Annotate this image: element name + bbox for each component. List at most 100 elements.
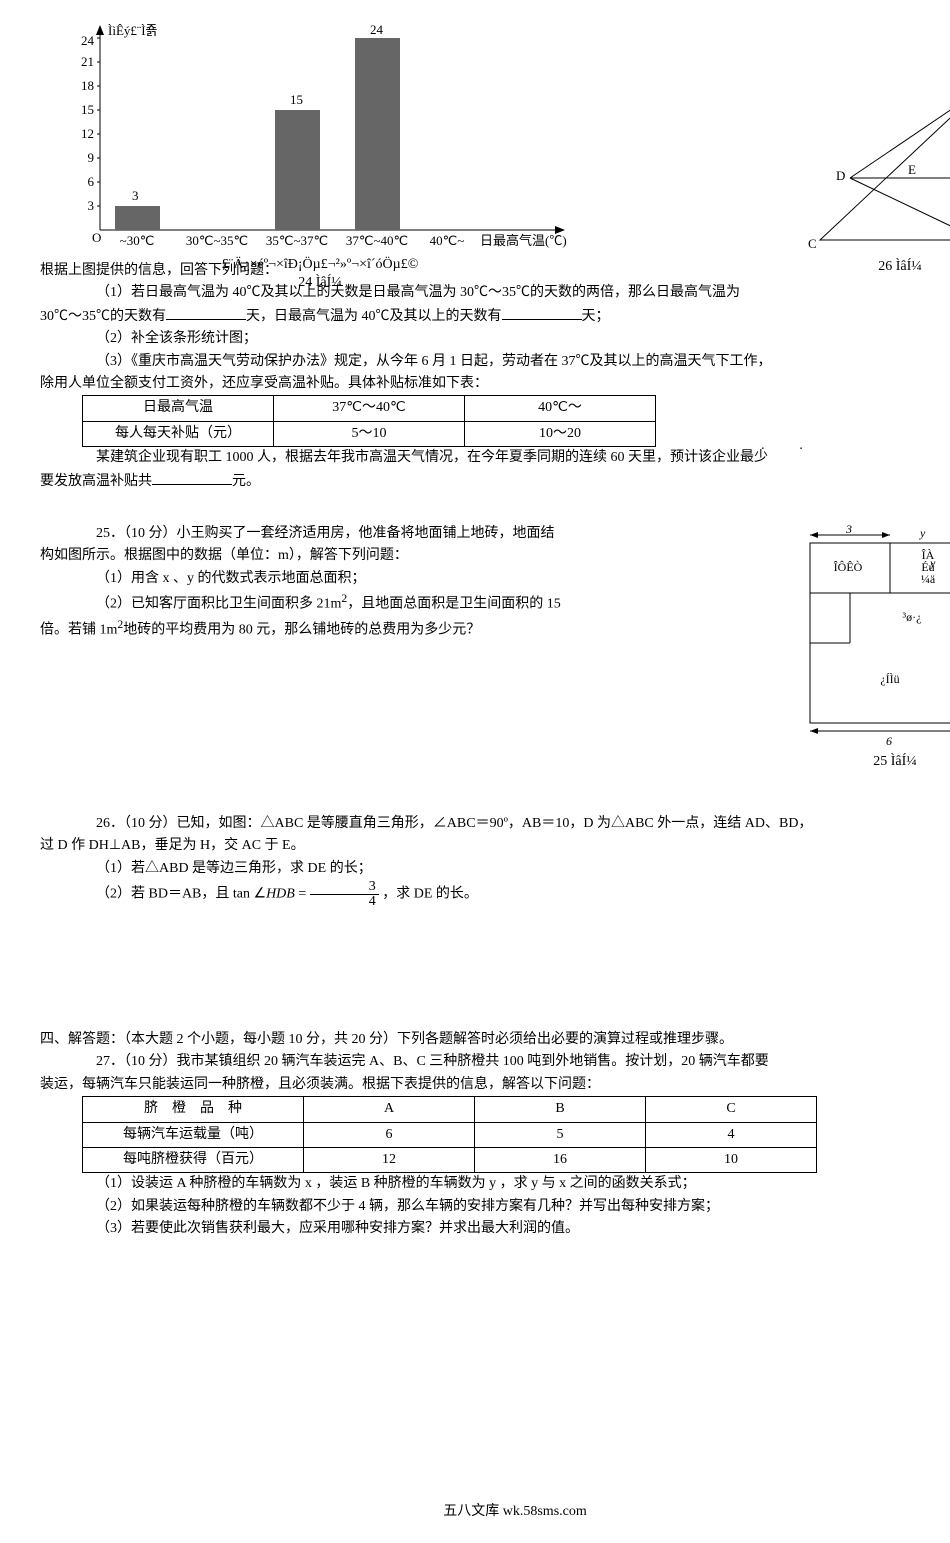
svg-text:12: 12: [81, 126, 94, 141]
svg-text:40℃~: 40℃~: [430, 233, 465, 248]
triangle-diagram-26: A B C D H E 26 ÌâÍ¼: [790, 60, 950, 260]
table-row: 脐 橙 品 种 A B C: [83, 1097, 817, 1122]
or11: 6: [304, 1122, 475, 1147]
svg-text:26 ÌâÍ¼: 26 ÌâÍ¼: [878, 257, 922, 274]
q24-3d-text: 要发放高温补贴共: [40, 474, 152, 489]
q25-q2c: 倍。若铺 1m: [40, 623, 117, 638]
svg-text:30℃~35℃: 30℃~35℃: [186, 233, 248, 248]
q24-2: （2）补全该条形统计图；: [40, 328, 950, 350]
q24-text: 根据上图提供的信息，回答下列问题： （1）若日最高气温为 40℃及其以上的天数是…: [40, 260, 950, 493]
svg-text:15: 15: [81, 102, 94, 117]
q24-1b: 30℃～35℃的天数有: [40, 309, 166, 324]
svg-text:24: 24: [370, 22, 384, 37]
top-figures: O ÌìÊý£¨Ì죩 日最高气温(℃) 3 6 9 12 15 18 21 24…: [40, 20, 950, 260]
svg-text:y: y: [919, 526, 926, 540]
svg-text:D: D: [836, 168, 845, 183]
svg-text:37℃~40℃: 37℃~40℃: [346, 233, 408, 248]
q26-title: 26．（10 分）已知，如图：△ABC 是等腰直角三角形，∠ABC＝90º，AB…: [40, 813, 950, 835]
svg-text:6: 6: [88, 174, 95, 189]
th2: 40℃～: [465, 396, 656, 421]
table-row: 日最高气温 37℃～40℃ 40℃～: [83, 396, 656, 421]
footer: 五八文库 wk.58sms.com: [40, 1501, 950, 1523]
or22: 16: [475, 1148, 646, 1173]
orange-table: 脐 橙 品 种 A B C 每辆汽车运载量（吨） 6 5 4 每吨脐橙获得（百元…: [82, 1096, 817, 1173]
blank-days2: [502, 305, 582, 320]
q27-l2: 装运，每辆汽车只能装运同一种脐橙，且必须装满。根据下表提供的信息，解答以下问题：: [40, 1074, 950, 1096]
q24-1d: 天；: [582, 309, 610, 324]
or21: 12: [304, 1148, 475, 1173]
svg-text:~30℃: ~30℃: [120, 233, 155, 248]
svg-text:ÎÔÊÒ: ÎÔÊÒ: [834, 560, 863, 574]
blank-days1: [166, 305, 246, 320]
oh1: A: [304, 1097, 475, 1122]
q26: 26．（10 分）已知，如图：△ABC 是等腰直角三角形，∠ABC＝90º，AB…: [40, 813, 950, 909]
svg-text:³ø·¿: ³ø·¿: [903, 610, 922, 624]
svg-text:3: 3: [845, 523, 852, 536]
td0: 每人每天补贴（元）: [83, 421, 274, 446]
svg-text:¼ä: ¼ä: [921, 572, 936, 586]
th0: 日最高气温: [83, 396, 274, 421]
svg-text:¿ÍÌü: ¿ÍÌü: [880, 672, 899, 686]
q24-3e: 元。: [232, 474, 260, 489]
svg-text:3: 3: [88, 198, 95, 213]
or23: 10: [646, 1148, 817, 1173]
svg-text:9: 9: [88, 150, 95, 165]
q24-3c: 某建筑企业现有职工 1000 人，根据去年我市高温天气情况，在今年夏季同期的连续…: [40, 447, 950, 469]
svg-text:E: E: [908, 162, 916, 177]
th1: 37℃～40℃: [274, 396, 465, 421]
q26-q2b: ，求 DE 的长。: [382, 887, 478, 902]
table-row: 每吨脐橙获得（百元） 12 16 10: [83, 1148, 817, 1173]
q25-q2a: （2）已知客厅面积比卫生间面积多 21m: [96, 597, 341, 612]
q26-q2a: （2）若 BD＝AB，且: [96, 887, 229, 902]
or20: 每吨脐橙获得（百元）: [83, 1148, 304, 1173]
svg-text:C: C: [808, 236, 817, 251]
svg-text:O: O: [92, 230, 101, 245]
svg-text:35℃~37℃: 35℃~37℃: [266, 233, 328, 248]
q27-q3: （3）若要使此次销售获利最大，应采用哪种安排方案？并求出最大利润的值。: [40, 1218, 950, 1240]
q27: 27．（10 分）我市某镇组织 20 辆汽车装运完 A、B、C 三种脐橙共 10…: [40, 1051, 950, 1240]
svg-text:24: 24: [81, 33, 95, 48]
subsidy-table: 日最高气温 37℃～40℃ 40℃～ 每人每天补贴（元） 5～10 10～20: [82, 395, 656, 447]
q24-1-line2: 30℃～35℃的天数有 天，日最高气温为 40℃及其以上的天数有 天；: [40, 305, 950, 328]
section4-title: 四、解答题：（本大题 2 个小题，每小题 10 分，共 20 分）下列各题解答时…: [40, 1029, 950, 1051]
svg-text:3: 3: [132, 188, 139, 203]
q24-1c: 天，日最高气温为 40℃及其以上的天数有: [246, 309, 502, 324]
svg-text:£¨Ä¿×éº¬×îÐ¡Öµ£¬²»º¬×î´óÖµ£©: £¨Ä¿×éº¬×îÐ¡Öµ£¬²»º¬×î´óÖµ£©: [222, 255, 419, 272]
oh3: C: [646, 1097, 817, 1122]
oh2: B: [475, 1097, 646, 1122]
q25-q2b: ，且地面总面积是卫生间面积的 15: [347, 597, 561, 612]
bar-chart-24: O ÌìÊý£¨Ì죩 日最高气温(℃) 3 6 9 12 15 18 21 24…: [40, 20, 540, 260]
td1: 5～10: [274, 421, 465, 446]
oh0: 脐 橙 品 种: [83, 1097, 304, 1122]
svg-text:ÌìÊý£¨Ì죩: ÌìÊý£¨Ì죩: [108, 23, 158, 38]
td2: 10～20: [465, 421, 656, 446]
q27-q2: （2）如果装运每种脐橙的车辆数都不少于 4 辆，那么车辆的安排方案有几种？并写出…: [40, 1196, 950, 1218]
tan-expr: tan ∠HDB =: [233, 887, 310, 902]
q24-3c1: 某建筑企业现有职工 1000 人，根据去年我市高温天气情况，在今年夏季同期的连续…: [96, 450, 740, 465]
svg-text:21: 21: [81, 54, 94, 69]
q26-q2: （2）若 BD＝AB，且 tan ∠HDB = 34 ，求 DE 的长。: [40, 880, 950, 909]
svg-text:6: 6: [886, 734, 892, 748]
q25-q2d: 地砖的平均费用为 80 元，那么铺地砖的总费用为多少元？: [123, 623, 480, 638]
svg-text:25 ÌâÍ¼: 25 ÌâÍ¼: [873, 752, 917, 769]
svg-text:18: 18: [81, 78, 94, 93]
svg-text:15: 15: [290, 92, 303, 107]
fraction-3-4: 34: [310, 880, 379, 909]
q25: 3 y 2 2 x y 6: [40, 523, 950, 753]
q24-3c-min: 最少: [740, 450, 768, 465]
q27-title: 27．（10 分）我市某镇组织 20 辆汽车装运完 A、B、C 三种脐橙共 10…: [40, 1051, 950, 1073]
section4: 四、解答题：（本大题 2 个小题，每小题 10 分，共 20 分）下列各题解答时…: [40, 1029, 950, 1051]
q27-q1: （1）设装运 A 种脐橙的车辆数为 x ，装运 B 种脐橙的车辆数为 y ，求 …: [40, 1173, 950, 1195]
q24-3: （3）《重庆市高温天气劳动保护办法》规定，从今年 6 月 1 日起，劳动者在 3…: [40, 351, 950, 373]
svg-text:24 ÌâÍ¼: 24 ÌâÍ¼: [298, 273, 342, 290]
svg-text:日最高气温(℃): 日最高气温(℃): [480, 233, 567, 248]
blank-subsidy: [152, 470, 232, 485]
table-row: 每辆汽车运载量（吨） 6 5 4: [83, 1122, 817, 1147]
q26-q1: （1）若△ABD 是等边三角形，求 DE 的长；: [40, 858, 950, 880]
or10: 每辆汽车运载量（吨）: [83, 1122, 304, 1147]
q25-q1-text: （1）用含 x 、y 的代数式表示地面总面积；: [96, 571, 366, 586]
q24-3d: 要发放高温补贴共 元。: [40, 470, 950, 493]
q26-l2: 过 D 作 DH⊥AB，垂足为 H，交 AC 于 E。: [40, 835, 950, 857]
or12: 5: [475, 1122, 646, 1147]
q24-3b: 除用人单位全额支付工资外，还应享受高温补贴。具体补贴标准如下表：: [40, 373, 950, 395]
